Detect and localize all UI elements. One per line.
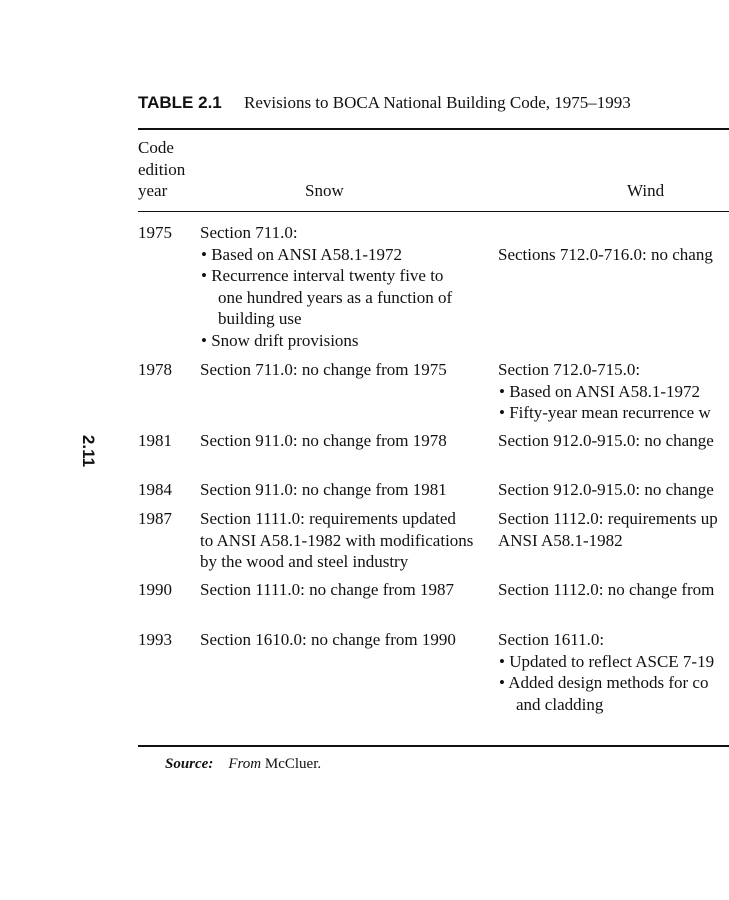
table-caption: Revisions to BOCA National Building Code…: [244, 93, 631, 112]
bottom-rule: [138, 745, 729, 747]
wind-line: Section 1611.0:: [498, 630, 605, 649]
wind-line: • Added design methods for co: [499, 673, 709, 693]
page-number: 2.11: [79, 434, 99, 468]
snow-line: • Based on ANSI A58.1-1972: [201, 244, 402, 264]
snow-line: • Recurrence interval twenty five to: [201, 266, 444, 286]
wind-line: • Fifty-year mean recurrence w: [499, 403, 711, 423]
top-rule: [138, 128, 729, 130]
snow-line: Section 1610.0: no change from 1990: [200, 630, 456, 649]
year-cell: 1990: [138, 580, 172, 599]
snow-line: • Snow drift provisions: [201, 331, 359, 350]
wind-line: Sections 712.0-716.0: no chang: [498, 244, 713, 264]
snow-line: Section 711.0:: [200, 223, 298, 242]
wind-line: ANSI A58.1-1982: [498, 530, 623, 550]
year-cell: 1984: [138, 480, 172, 499]
snow-line: Section 711.0: no change from 1975: [200, 360, 447, 379]
wind-line: Section 1112.0: requirements up: [498, 509, 718, 528]
source-label: Source:: [165, 756, 214, 772]
wind-line: Section 912.0-915.0: no change: [498, 480, 714, 499]
source-prefix: From: [228, 756, 262, 772]
snow-line: Section 1111.0: requirements updated: [200, 509, 456, 528]
snow-line: Section 1111.0: no change from 1987: [200, 580, 455, 599]
wind-line: and cladding: [516, 694, 604, 714]
year-cell: 1987: [138, 509, 172, 528]
snow-line: Section 911.0: no change from 1978: [200, 431, 447, 450]
year-header: year: [138, 181, 168, 201]
wind-line: Section 1112.0: no change from: [498, 580, 715, 599]
table-label: TABLE 2.1: [138, 93, 222, 112]
wind-line: • Updated to reflect ASCE 7-19: [499, 651, 715, 671]
snow-line: Section 911.0: no change from 1981: [200, 480, 447, 499]
snow-header: Snow: [305, 181, 344, 200]
year-cell: 1981: [138, 431, 172, 450]
year-header: Code: [138, 138, 174, 157]
wind-line: Section 912.0-915.0: no change: [498, 431, 714, 450]
wind-header: Wind: [627, 181, 665, 200]
snow-line: to ANSI A58.1-1982 with modifications: [200, 530, 474, 550]
snow-line: by the wood and steel industry: [200, 552, 409, 572]
year-cell: 1978: [138, 360, 172, 379]
wind-line: Section 712.0-715.0:: [498, 360, 641, 379]
snow-line: building use: [218, 309, 302, 329]
header-rule: [138, 211, 729, 212]
year-cell: 1993: [138, 630, 172, 649]
year-header: edition: [138, 159, 186, 179]
year-cell: 1975: [138, 223, 172, 242]
source-note: Source: From McCluer.: [165, 756, 321, 773]
wind-line: • Based on ANSI A58.1-1972: [499, 381, 700, 401]
source-text: McCluer.: [264, 756, 322, 772]
snow-line: one hundred years as a function of: [218, 287, 453, 307]
